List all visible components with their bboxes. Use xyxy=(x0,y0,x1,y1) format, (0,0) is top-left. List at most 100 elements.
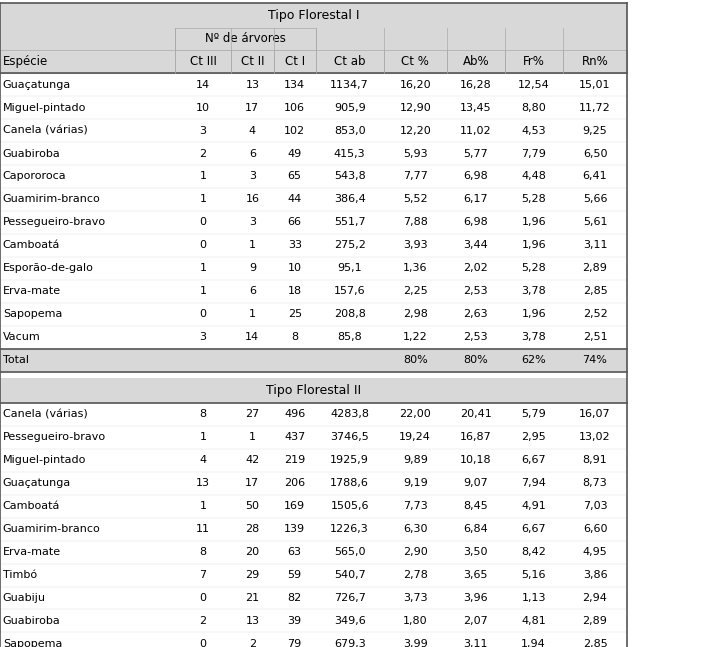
Text: 2,52: 2,52 xyxy=(582,309,608,319)
Text: 4: 4 xyxy=(200,455,207,465)
Text: 6,98: 6,98 xyxy=(463,171,489,181)
Text: 10: 10 xyxy=(196,103,210,113)
Text: 7,79: 7,79 xyxy=(521,149,546,159)
Text: 4,95: 4,95 xyxy=(582,547,608,557)
Bar xyxy=(0,448,627,472)
Text: 2,98: 2,98 xyxy=(403,309,428,319)
Text: 349,6: 349,6 xyxy=(333,616,366,626)
Text: 13: 13 xyxy=(245,80,259,89)
Bar xyxy=(447,50,505,73)
Text: 5,28: 5,28 xyxy=(521,263,546,273)
Text: 2,02: 2,02 xyxy=(463,263,489,273)
Text: 206: 206 xyxy=(284,478,305,488)
Text: 16,07: 16,07 xyxy=(580,410,611,419)
Text: 28: 28 xyxy=(245,524,259,534)
Text: 59: 59 xyxy=(288,570,302,580)
Text: 9: 9 xyxy=(249,263,256,273)
Text: 1: 1 xyxy=(249,432,256,442)
Text: 1,96: 1,96 xyxy=(522,217,546,227)
Text: 1: 1 xyxy=(200,171,207,181)
Text: 1,22: 1,22 xyxy=(403,333,428,342)
Text: 49: 49 xyxy=(288,149,302,159)
Bar xyxy=(0,165,627,188)
Bar xyxy=(0,472,627,494)
Text: 2: 2 xyxy=(200,616,207,626)
Text: 20,41: 20,41 xyxy=(460,410,492,419)
Text: 6,30: 6,30 xyxy=(403,524,427,534)
Text: 3: 3 xyxy=(200,126,207,135)
Text: 5,77: 5,77 xyxy=(463,149,489,159)
Text: 2,94: 2,94 xyxy=(582,593,608,603)
Text: 2,89: 2,89 xyxy=(582,616,608,626)
Text: 1226,3: 1226,3 xyxy=(331,524,369,534)
Text: Ct III: Ct III xyxy=(190,55,216,68)
Text: 19,24: 19,24 xyxy=(399,432,431,442)
Text: 7: 7 xyxy=(200,570,207,580)
Text: 2,95: 2,95 xyxy=(521,432,546,442)
Bar xyxy=(0,211,627,234)
Text: 8: 8 xyxy=(291,333,298,342)
Text: 74%: 74% xyxy=(582,355,608,365)
Text: 1: 1 xyxy=(249,309,256,319)
Text: 65: 65 xyxy=(288,171,302,181)
Text: Canela (várias): Canela (várias) xyxy=(3,126,87,135)
Bar xyxy=(0,564,627,586)
Text: 10,18: 10,18 xyxy=(460,455,491,465)
Text: 9,89: 9,89 xyxy=(403,455,428,465)
Text: 21: 21 xyxy=(245,593,259,603)
Text: Guaçatunga: Guaçatunga xyxy=(3,478,71,488)
Text: 16,87: 16,87 xyxy=(460,432,492,442)
Text: Pessegueiro-bravo: Pessegueiro-bravo xyxy=(3,432,106,442)
Text: 5,16: 5,16 xyxy=(522,570,546,580)
Text: 565,0: 565,0 xyxy=(334,547,365,557)
Text: 80%: 80% xyxy=(403,355,428,365)
Text: 8,42: 8,42 xyxy=(521,547,546,557)
Text: 6,67: 6,67 xyxy=(522,455,546,465)
Text: 169: 169 xyxy=(284,501,305,511)
Bar xyxy=(0,426,627,448)
Text: 4,91: 4,91 xyxy=(521,501,546,511)
Text: 6,98: 6,98 xyxy=(463,217,489,227)
Bar xyxy=(0,188,627,211)
Text: 6,84: 6,84 xyxy=(463,524,489,534)
Bar xyxy=(274,50,316,73)
Text: 14: 14 xyxy=(245,333,259,342)
Bar xyxy=(0,586,627,609)
Text: 551,7: 551,7 xyxy=(334,217,365,227)
Text: Miguel-pintado: Miguel-pintado xyxy=(3,103,86,113)
Text: 7,73: 7,73 xyxy=(403,501,428,511)
Text: 13,02: 13,02 xyxy=(580,432,611,442)
Text: 3,11: 3,11 xyxy=(583,241,607,250)
Text: 1: 1 xyxy=(200,263,207,273)
Text: 2,78: 2,78 xyxy=(403,570,428,580)
Text: 496: 496 xyxy=(284,410,305,419)
Text: 1,13: 1,13 xyxy=(522,593,546,603)
Text: 50: 50 xyxy=(245,501,259,511)
Text: 8: 8 xyxy=(200,547,207,557)
Text: Ab%: Ab% xyxy=(462,55,489,68)
Bar xyxy=(0,96,627,119)
Text: 3746,5: 3746,5 xyxy=(331,432,369,442)
Text: 2: 2 xyxy=(249,639,256,647)
Text: 3,86: 3,86 xyxy=(583,570,607,580)
Text: 6,60: 6,60 xyxy=(583,524,607,534)
Text: 17: 17 xyxy=(245,103,259,113)
Text: Camboatá: Camboatá xyxy=(3,501,60,511)
Text: 3,73: 3,73 xyxy=(403,593,427,603)
Text: 12,90: 12,90 xyxy=(399,103,431,113)
Bar xyxy=(0,3,627,28)
Text: 5,66: 5,66 xyxy=(583,195,607,204)
Text: 5,52: 5,52 xyxy=(403,195,427,204)
Text: 10: 10 xyxy=(288,263,302,273)
Text: 17: 17 xyxy=(245,478,259,488)
Text: 4283,8: 4283,8 xyxy=(330,410,369,419)
Text: 1,96: 1,96 xyxy=(522,241,546,250)
Text: Tipo Florestal I: Tipo Florestal I xyxy=(268,9,360,22)
Text: 0: 0 xyxy=(200,639,207,647)
Bar xyxy=(0,119,627,142)
Text: 6,17: 6,17 xyxy=(464,195,488,204)
Text: 3,11: 3,11 xyxy=(464,639,488,647)
Bar xyxy=(0,402,627,426)
Text: 39: 39 xyxy=(288,616,302,626)
Text: 1,94: 1,94 xyxy=(521,639,546,647)
